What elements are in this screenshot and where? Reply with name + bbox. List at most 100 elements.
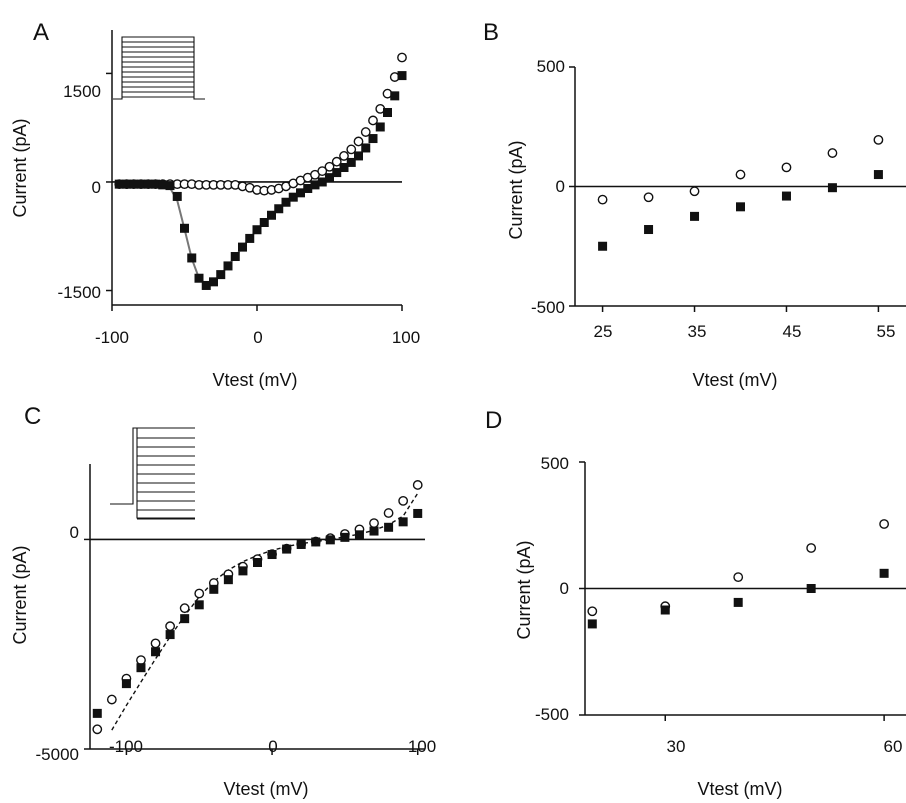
panel-c-fit-curve (111, 492, 419, 731)
panel-a-filled-square-point (223, 261, 233, 271)
panel-d-letter: D (485, 407, 502, 434)
panel-c-filled-square-point (194, 600, 204, 610)
panel-a-filled-square-point (143, 179, 153, 189)
panel-d-open-circle-point (879, 519, 890, 529)
panel-a-open-circle-point (353, 136, 364, 147)
panel-c-open-circle-point (369, 518, 379, 528)
panel-d-xlabel: Vtest (mV) (697, 779, 782, 799)
panel-c-filled-square-point (282, 544, 292, 554)
panel-a-filled-square-point (288, 192, 298, 202)
panel-c-xtick: 100 (408, 737, 436, 756)
panel-b-letter: B (483, 19, 499, 46)
panel-b-xtick: 25 (594, 322, 613, 341)
panel-a-filled-square-point (397, 71, 407, 81)
panel-a-xtick: 0 (253, 328, 262, 347)
panel-a-ytick: 1500 (63, 82, 101, 101)
panel-c-filled-square-point (340, 532, 350, 542)
panel-c-filled-square-point (311, 537, 321, 547)
panel-b-filled-square-point (873, 170, 883, 180)
panel-a-filled-square-point (180, 223, 189, 233)
panel-a-filled-square-point (238, 242, 247, 252)
panel-a-filled-square-point (339, 163, 349, 172)
panel-a-xlabel: Vtest (mV) (212, 370, 297, 390)
panel-b-plot (569, 66, 906, 312)
panel-a-xtick: -100 (95, 328, 129, 347)
panel-a-ytick: -1500 (58, 283, 101, 302)
panel-a-ylabel: Current (pA) (10, 118, 30, 217)
panel-a-filled-square-point (325, 173, 334, 183)
panel-b-xtick: 35 (688, 322, 707, 341)
panel-a-filled-square-point (114, 179, 124, 189)
panel-c-open-circle-point (398, 495, 409, 506)
panel-a-filled-square-point (390, 91, 400, 101)
panel-a-filled-square-point (281, 197, 291, 207)
panel-a-filled-square-point (354, 151, 363, 161)
panel-c-open-circle-point (136, 655, 146, 666)
panel-a-filled-square-point (383, 108, 392, 117)
panel-a-filled-square-point (136, 179, 146, 189)
panel-b-open-circle-point (827, 148, 838, 158)
panel-a-open-circle-point (397, 52, 407, 63)
panel-c-filled-square-point (354, 530, 364, 540)
panel-c-open-circle-point (383, 508, 394, 518)
panel-c-filled-square-point (223, 575, 233, 585)
panel-c-ylabel: Current (pA) (10, 545, 30, 644)
panel-a-filled-square-point (187, 253, 197, 263)
panel-a-filled-square-point (209, 277, 218, 287)
panel-c-inset-steps (137, 437, 195, 520)
panel-a-inset-steps (122, 41, 194, 98)
panel-a-filled-square-point (361, 143, 371, 153)
panel-d-plot (579, 461, 906, 721)
panel-a-filled-square-point (368, 134, 378, 144)
panel-b-open-circle-point (781, 162, 792, 173)
panel-d-filled-square-point (879, 568, 889, 578)
panel-d-open-circle-point (806, 543, 817, 553)
panel-d-filled-square-point (587, 619, 597, 629)
panel-c-filled-square-point (121, 679, 131, 689)
panel-d-ytick: 500 (541, 454, 569, 473)
panel-b-open-circle-point (873, 134, 884, 145)
panel-c-filled-square-point (267, 550, 277, 560)
panel-a-filled-square-point (252, 225, 262, 235)
panel-a-filled-square-point (346, 157, 356, 167)
panel-d-filled-square-point (806, 584, 816, 593)
panel-d-filled-square-point (733, 597, 743, 607)
panel-a-filled-square-point (129, 179, 139, 189)
panel-c-open-circle-point (194, 588, 205, 599)
panel-a-open-circle-point (324, 161, 335, 172)
panel-c-filled-square-point (165, 630, 175, 640)
panel-b-filled-square-point (690, 211, 700, 221)
panel-d: D 500 0 -500 30 60 Vtest (mV) Current (p… (485, 407, 906, 799)
panel-a-filled-square-point (194, 273, 204, 283)
panel-a-filled-square-point (151, 179, 160, 189)
panel-c-open-circle-point (92, 724, 103, 735)
panel-a-filled-square-point (303, 183, 313, 193)
panel-a-ytick: 0 (92, 178, 101, 197)
panel-a-filled-square-point (245, 233, 255, 243)
panel-c-filled-square-point (92, 708, 102, 718)
panel-d-open-circle-point (587, 606, 598, 617)
panel-b-filled-square-point (736, 202, 745, 212)
panel-a-filled-square-point (201, 280, 211, 290)
panel-d-ytick: -500 (535, 705, 569, 724)
panel-a-filled-square-point (165, 181, 175, 191)
panel-b-open-circle-point (689, 186, 700, 197)
panel-a-filled-square-point (332, 168, 342, 178)
panel-b-ytick: 500 (537, 57, 565, 76)
panel-a-filled-square-point (310, 180, 320, 190)
panel-d-ylabel: Current (pA) (514, 540, 534, 639)
panel-a-open-circle-point (317, 166, 328, 177)
panel-d-filled-square-point (660, 605, 670, 615)
panel-b-xlabel: Vtest (mV) (692, 370, 777, 390)
panel-c-filled-square-point (136, 663, 146, 673)
panel-b-ytick: 0 (556, 177, 565, 196)
panel-d-open-circle-point (733, 572, 744, 583)
panel-d-xtick: 30 (667, 737, 686, 756)
panel-c-filled-square-point (151, 647, 161, 657)
panel-c-open-circle-point (150, 638, 161, 649)
panel-c-open-circle-point (165, 621, 176, 632)
panel-c-plot (84, 464, 425, 755)
panel-a-open-circle-point (339, 151, 349, 161)
panel-c-filled-square-point (384, 522, 394, 532)
panel-a-filled-square-point (317, 177, 327, 187)
